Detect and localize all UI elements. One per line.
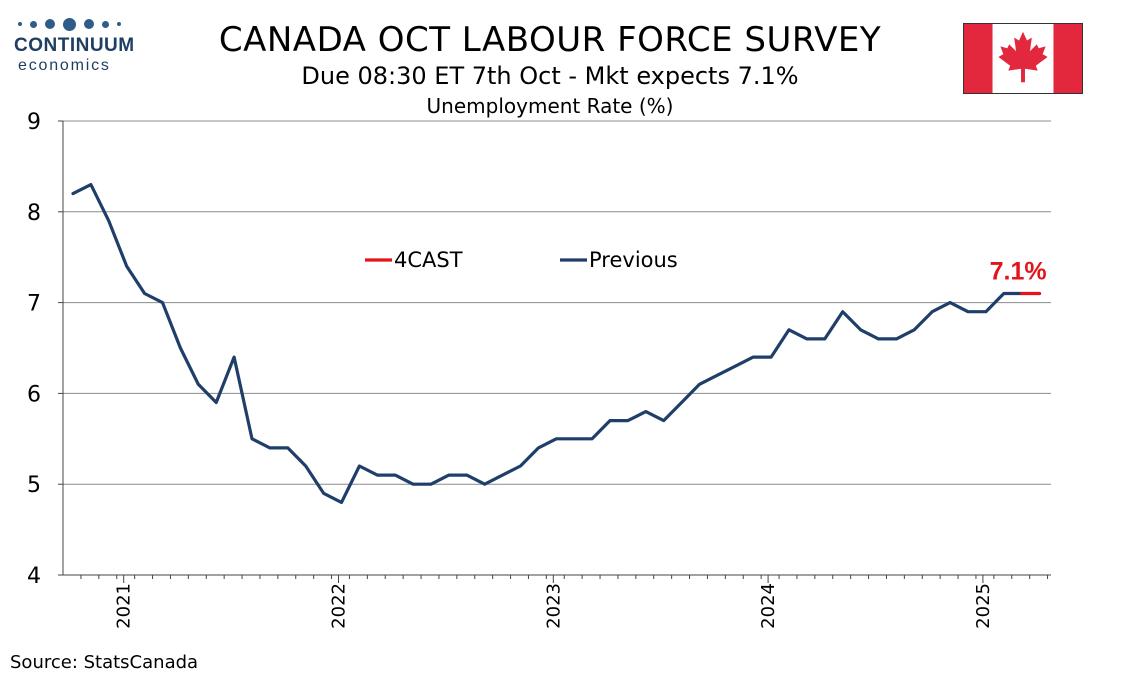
logo-subtitle: economics: [18, 57, 111, 74]
y-tick-label: 4: [27, 564, 41, 589]
y-tick-label: 5: [27, 473, 41, 498]
x-tick-label: 2022: [329, 583, 350, 629]
page-subtitle: Due 08:30 ET 7th Oct - Mkt expects 7.1%: [301, 62, 799, 90]
chart-title: Unemployment Rate (%): [426, 94, 674, 118]
y-tick-label: 6: [27, 382, 41, 407]
y-tick-label: 9: [27, 110, 41, 135]
legend-label: Previous: [589, 248, 678, 272]
x-tick-label: 2021: [114, 583, 135, 629]
x-tick-label: 2025: [973, 583, 994, 629]
axes: [58, 120, 1051, 583]
x-tick-labels: 2021 2022 2023 2024 2025: [114, 583, 994, 629]
canada-flag-icon: [963, 23, 1083, 94]
source-note: Source: StatsCanada: [10, 652, 199, 673]
x-tick-label: 2024: [758, 583, 779, 629]
x-tick-label: 2023: [543, 583, 564, 629]
logo-name: CONTINUUM: [14, 35, 135, 56]
annotations: 7.1%: [990, 258, 1047, 286]
logo-dots-icon: [18, 16, 121, 32]
legend-label: 4CAST: [394, 248, 463, 272]
page-title: CANADA OCT LABOUR FORCE SURVEY: [218, 20, 882, 60]
series-line-previous: [71, 183, 1024, 504]
y-tick-label: 7: [27, 292, 41, 317]
legend: 4CAST Previous: [365, 248, 678, 272]
grid-lines: [63, 120, 1051, 485]
y-tick-label: 8: [27, 201, 41, 226]
continuum-economics-logo: CONTINUUM economics: [12, 14, 142, 76]
y-tick-labels: 4 5 6 7 8 9: [27, 110, 41, 589]
forecast-value-label: 7.1%: [990, 258, 1047, 286]
series-lines: [71, 183, 1042, 504]
